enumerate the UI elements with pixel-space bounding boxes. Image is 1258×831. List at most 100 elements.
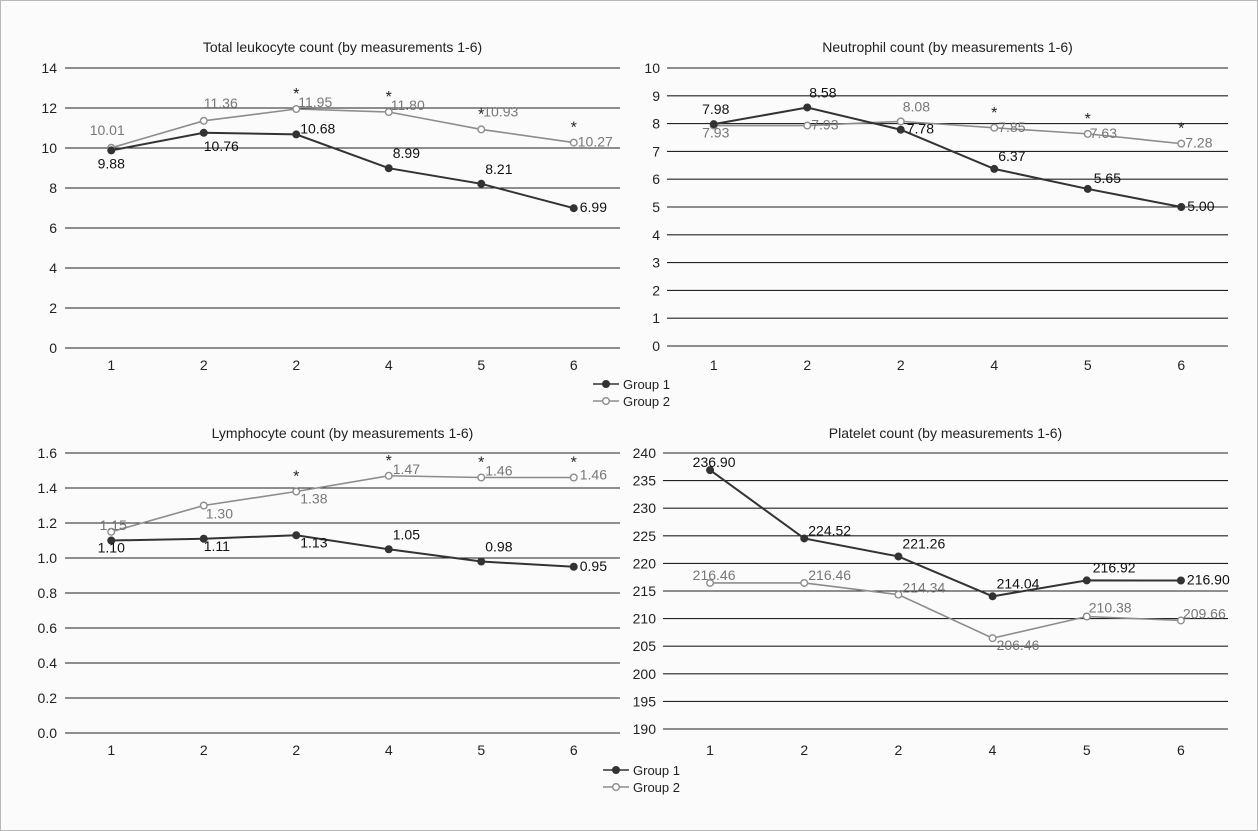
data-point-group-1 (385, 546, 392, 553)
y-tick-label: 1 (652, 310, 660, 326)
y-tick-label: 240 (633, 445, 657, 461)
x-tick-label: 4 (989, 742, 997, 758)
data-point-group-2 (804, 122, 811, 129)
y-tick-label: 215 (633, 583, 657, 599)
data-label-group-2: 7.93 (811, 117, 838, 133)
data-label-group-2: 214.34 (902, 580, 945, 596)
data-point-group-1 (989, 593, 996, 600)
data-label-group-1: 5.65 (1094, 170, 1121, 186)
significance-star: * (1178, 121, 1184, 138)
x-tick-label: 1 (107, 742, 115, 758)
data-label-group-1: 5.00 (1187, 198, 1214, 214)
chart-title: Lymphocyte count (by measurements 1-6) (212, 425, 474, 441)
x-tick-label: 2 (800, 742, 808, 758)
data-label-group-2: 216.46 (693, 567, 736, 583)
significance-star: * (478, 106, 484, 123)
data-label-group-1: 1.13 (300, 534, 327, 550)
significance-star: * (293, 86, 299, 103)
series-line-group-1 (714, 107, 1182, 207)
data-point-group-2 (895, 591, 902, 598)
x-tick-label: 6 (570, 357, 578, 373)
y-tick-label: 6 (652, 171, 660, 187)
data-point-group-1 (108, 147, 115, 154)
data-label-group-1: 7.78 (907, 121, 934, 137)
significance-star: * (571, 455, 577, 472)
data-point-group-2 (570, 139, 577, 146)
legend-label-group-1: Group 1 (623, 377, 670, 392)
x-tick-label: 6 (1177, 357, 1185, 373)
data-point-group-1 (570, 563, 577, 570)
data-point-group-1 (1083, 577, 1090, 584)
data-label-group-2: 206.46 (997, 637, 1040, 653)
x-tick-label: 2 (200, 357, 208, 373)
data-label-group-2: 7.63 (1090, 125, 1117, 141)
data-point-group-1 (570, 205, 577, 212)
legend-marker-group-1 (613, 767, 620, 774)
legend-marker-group-2 (603, 398, 610, 405)
y-tick-label: 1.6 (38, 445, 58, 461)
data-label-group-1: 1.10 (98, 540, 125, 556)
x-tick-label: 1 (710, 357, 718, 373)
x-tick-label: 6 (570, 742, 578, 758)
data-point-group-2 (801, 580, 808, 587)
y-tick-label: 210 (633, 611, 657, 627)
chart-leukocyte: Total leukocyte count (by measurements 1… (41, 39, 620, 373)
significance-star: * (293, 469, 299, 486)
series-line-group-1 (710, 470, 1181, 596)
data-label-group-2: 1.38 (300, 491, 327, 507)
data-point-group-1 (478, 558, 485, 565)
y-tick-label: 7 (652, 143, 660, 159)
data-label-group-2: 10.93 (483, 103, 518, 119)
data-point-group-1 (991, 166, 998, 173)
chart-neutrophil: Neutrophil count (by measurements 1-6) 0 1… (644, 39, 1228, 373)
data-label-group-2: 11.80 (391, 97, 425, 113)
significance-star: * (571, 120, 577, 137)
y-tick-label: 0.0 (38, 725, 58, 741)
data-label-group-2: 216.46 (808, 567, 851, 583)
y-tick-label: 9 (652, 88, 660, 104)
data-label-group-1: 221.26 (902, 535, 945, 551)
y-tick-label: 220 (633, 555, 657, 571)
data-label-group-2: 10.01 (90, 122, 125, 138)
y-tick-label: 4 (652, 227, 660, 243)
x-tick-label: 4 (385, 357, 393, 373)
data-point-group-1 (293, 131, 300, 138)
chart-platelet: Platelet count (by measurements 1-6)1901… (633, 425, 1230, 758)
data-point-group-2 (897, 118, 904, 125)
data-label-group-1: 1.05 (393, 526, 420, 542)
y-tick-label: 225 (633, 528, 657, 544)
data-label-group-2: 1.15 (100, 517, 127, 533)
y-tick-label: 230 (633, 500, 657, 516)
data-point-group-1 (478, 181, 485, 188)
chart-title: Platelet count (by measurements 1-6) (829, 425, 1062, 441)
data-label-group-1: 1.11 (204, 538, 230, 554)
x-tick-label: 5 (1084, 357, 1092, 373)
y-tick-label: 8 (652, 116, 660, 132)
data-label-group-2: 1.46 (485, 463, 512, 479)
y-tick-label: 0.8 (38, 585, 58, 601)
chart-title: Neutrophil count (by measurements 1-6) (822, 39, 1073, 55)
data-point-group-1 (895, 553, 902, 560)
significance-star: * (386, 89, 392, 106)
x-tick-label: 1 (706, 742, 714, 758)
data-point-group-1 (804, 104, 811, 111)
legend-marker-group-1 (603, 381, 610, 388)
data-label-group-1: 214.04 (997, 575, 1040, 591)
y-tick-label: 200 (633, 666, 657, 682)
data-label-group-2: 11.36 (204, 95, 238, 111)
y-tick-label: 235 (633, 473, 657, 489)
data-label-group-2: 7.85 (998, 119, 1025, 135)
x-tick-label: 5 (477, 742, 485, 758)
x-tick-label: 2 (200, 742, 208, 758)
y-tick-label: 1.0 (38, 550, 58, 566)
data-label-group-1: 6.37 (998, 148, 1025, 164)
significance-star: * (1085, 111, 1091, 128)
x-tick-label: 4 (990, 357, 998, 373)
data-label-group-1: 7.98 (702, 101, 729, 117)
y-tick-label: 3 (652, 255, 660, 271)
data-point-group-2 (293, 488, 300, 495)
y-tick-label: 1.4 (38, 480, 58, 496)
data-label-group-1: 8.58 (809, 84, 836, 100)
legend-label-group-2: Group 2 (623, 394, 670, 409)
legend-2: Group 1 Group 2 (603, 763, 680, 795)
